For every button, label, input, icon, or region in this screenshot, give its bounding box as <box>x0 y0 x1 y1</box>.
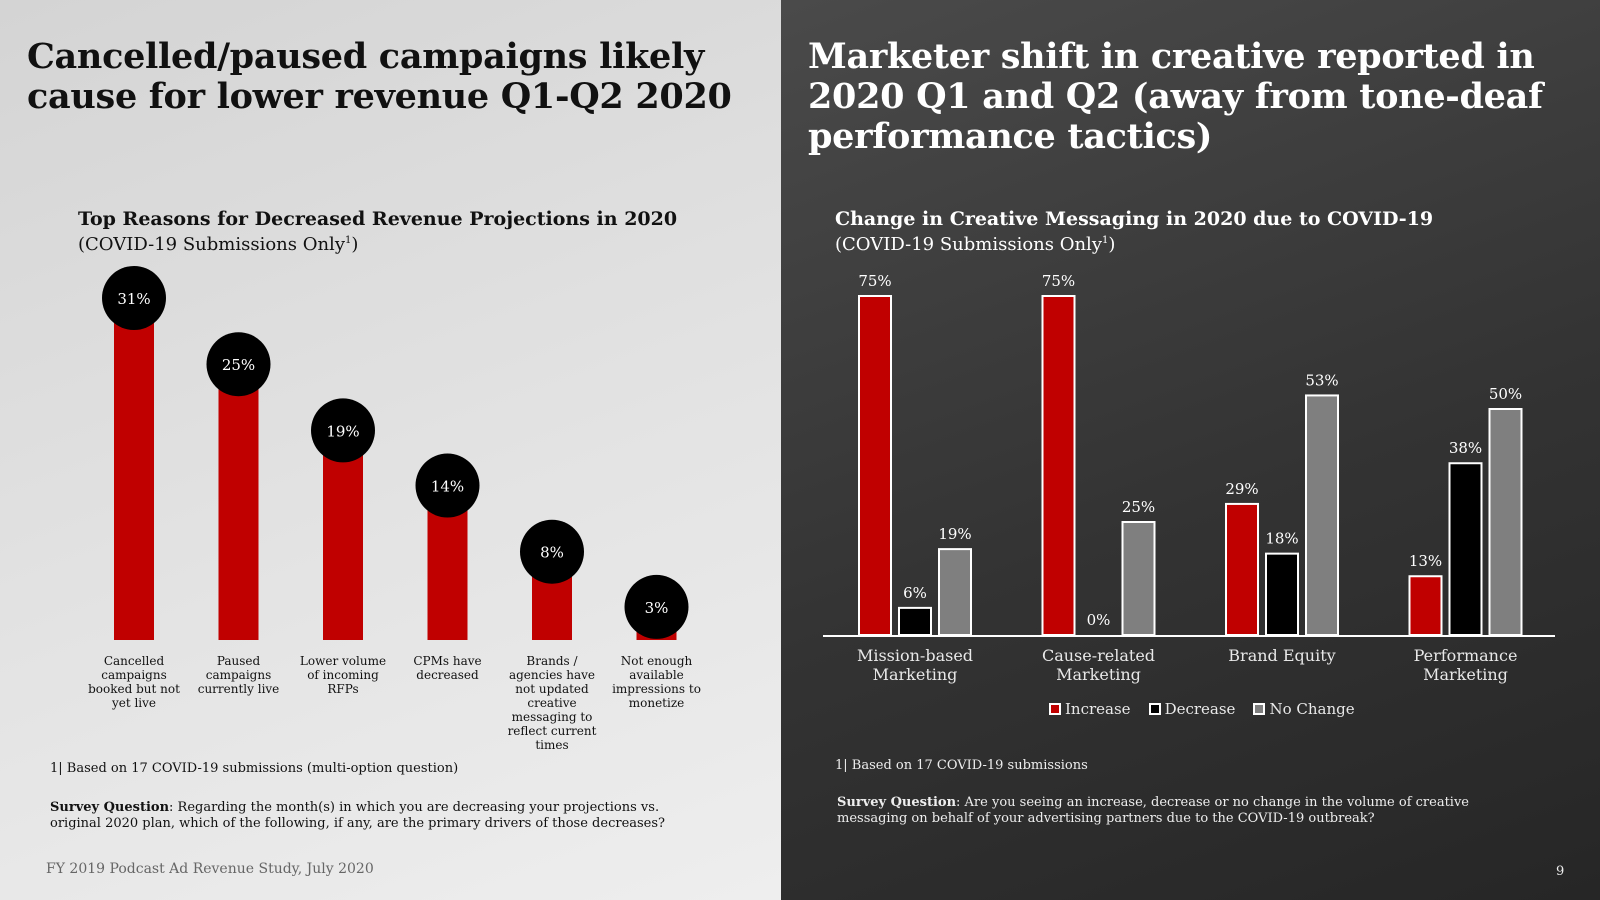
left-bar-chart: 31% 25% 19% 14% 8% 3% <box>102 266 689 640</box>
legend-item: Increase <box>1049 700 1131 718</box>
right-bar <box>1305 394 1339 636</box>
right-grouped-bar-chart: 75% 6% 19% 75% 0% 25% 29% 18% 53% 13% 38% 50% <box>823 272 1555 637</box>
left-category-label: CPMs have decreased <box>413 654 482 682</box>
legend-label: No Change <box>1269 700 1355 718</box>
left-survey-label: Survey Question <box>50 800 170 815</box>
right-chart-subtitle-end: ) <box>1108 234 1116 255</box>
left-value-badge <box>415 453 480 518</box>
left-chart-title: Top Reasons for Decreased Revenue Projec… <box>78 208 678 230</box>
right-value-label: 19% <box>938 525 971 543</box>
right-survey-label: Survey Question <box>837 795 957 810</box>
legend-label: Decrease <box>1164 700 1236 718</box>
left-value-badge <box>520 519 584 584</box>
left-category-label: Cancelled campaigns booked but not yet l… <box>88 654 180 710</box>
left-category-label: Not enough available impressions to mone… <box>612 654 701 710</box>
right-bar <box>1265 552 1299 637</box>
right-value-label: 13% <box>1409 552 1442 570</box>
right-value-label: 50% <box>1489 385 1522 403</box>
legend-label: Increase <box>1065 700 1131 718</box>
left-value-badge <box>102 266 166 330</box>
legend-swatch <box>1049 703 1061 715</box>
right-footnote: 1| Based on 17 COVID-19 submissions <box>835 758 1088 773</box>
left-value-label: 3% <box>645 599 669 617</box>
right-category-label: Mission-based Marketing <box>856 646 974 684</box>
right-chart-subtitle-sup: 1 <box>1102 235 1109 246</box>
right-value-label: 6% <box>903 584 927 602</box>
left-survey-text: : Regarding the month(s) in which you ar… <box>50 800 666 831</box>
right-value-label: 0% <box>1087 611 1111 629</box>
page-number: 9 <box>1556 864 1565 879</box>
right-bar <box>1121 521 1156 636</box>
right-bar <box>898 606 932 637</box>
right-bar <box>938 548 972 636</box>
right-bar <box>1225 502 1259 637</box>
left-footnote: 1| Based on 17 COVID-19 submissions (mul… <box>50 761 459 776</box>
left-value-label: 8% <box>540 544 564 562</box>
left-value-label: 19% <box>326 422 359 440</box>
left-value-label: 31% <box>117 290 150 308</box>
right-bar <box>1448 462 1483 636</box>
right-chart-title: Change in Creative Messaging in 2020 due… <box>835 208 1434 230</box>
right-panel: Marketer shift in creative reported in 2… <box>781 0 1600 900</box>
right-value-label: 75% <box>858 272 891 290</box>
right-survey-text: : Are you seeing an increase, decrease o… <box>837 795 1469 826</box>
left-title: Cancelled/paused campaigns likely cause … <box>27 36 732 117</box>
right-category-label: Performance Marketing <box>1413 646 1518 684</box>
right-value-label: 38% <box>1449 439 1482 457</box>
left-chart-subtitle: (COVID-19 Submissions Only1) <box>78 234 358 255</box>
right-category-label: Brand Equity <box>1228 646 1336 665</box>
left-chart-subtitle-end: ) <box>351 234 359 255</box>
legend-item: No Change <box>1253 700 1355 718</box>
source-note: FY 2019 Podcast Ad Revenue Study, July 2… <box>46 861 374 877</box>
left-value-badge <box>311 398 375 463</box>
right-value-label: 25% <box>1122 498 1155 516</box>
left-bar <box>114 298 154 640</box>
right-bar <box>1041 295 1076 636</box>
right-value-label: 75% <box>1042 272 1075 290</box>
right-chart-subtitle-text: (COVID-19 Submissions Only <box>835 234 1102 255</box>
left-bar <box>323 430 363 640</box>
left-value-badge <box>624 574 689 639</box>
left-bar <box>218 364 259 640</box>
legend-item: Decrease <box>1148 700 1236 718</box>
right-bar <box>1488 408 1523 636</box>
left-chart-subtitle-sup: 1 <box>345 235 352 246</box>
right-category-label: Cause-related Marketing <box>1041 646 1156 684</box>
left-category-label: Lower volume of incoming RFPs <box>299 654 387 696</box>
chart-legend: Increase Decrease No Change <box>1049 700 1355 718</box>
right-value-label: 53% <box>1305 371 1338 389</box>
left-category-label: Paused campaigns currently live <box>197 654 280 696</box>
left-chart-subtitle-text: (COVID-19 Submissions Only <box>78 234 345 255</box>
left-value-badge <box>206 332 271 397</box>
right-bar <box>1408 575 1443 636</box>
right-value-label: 18% <box>1265 530 1298 548</box>
left-value-label: 25% <box>222 356 255 374</box>
legend-swatch <box>1148 703 1161 715</box>
legend-swatch <box>1253 703 1266 715</box>
right-bar <box>858 295 892 636</box>
left-survey-question: Survey Question: Regarding the month(s) … <box>50 800 670 832</box>
right-survey-question: Survey Question: Are you seeing an incre… <box>837 795 1537 827</box>
left-category-label: Brands / agencies have not updated creat… <box>507 654 597 752</box>
left-panel: Cancelled/paused campaigns likely cause … <box>0 0 781 900</box>
left-value-label: 14% <box>431 478 464 496</box>
right-value-label: 29% <box>1225 480 1258 498</box>
right-title: Marketer shift in creative reported in 2… <box>808 36 1543 157</box>
right-chart-subtitle: (COVID-19 Submissions Only1) <box>835 234 1115 255</box>
